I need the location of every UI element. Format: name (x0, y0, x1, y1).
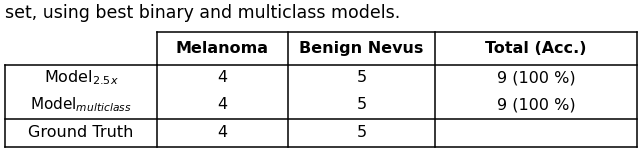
Text: Ground Truth: Ground Truth (28, 125, 134, 140)
Text: Melanoma: Melanoma (176, 41, 269, 56)
Text: 9 (100 %): 9 (100 %) (497, 97, 575, 112)
Text: 4: 4 (218, 97, 227, 112)
Text: Model$_{multiclass}$: Model$_{multiclass}$ (30, 95, 132, 114)
Text: 4: 4 (218, 125, 227, 140)
Text: 5: 5 (356, 97, 367, 112)
Text: 9 (100 %): 9 (100 %) (497, 70, 575, 85)
Text: Model$_{2.5x}$: Model$_{2.5x}$ (44, 68, 118, 87)
Text: 4: 4 (218, 70, 227, 85)
Text: Total (Acc.): Total (Acc.) (485, 41, 587, 56)
Text: 5: 5 (356, 125, 367, 140)
Text: Benign Nevus: Benign Nevus (300, 41, 424, 56)
Text: 5: 5 (356, 70, 367, 85)
Text: set, using best binary and multiclass models.: set, using best binary and multiclass mo… (5, 4, 401, 22)
